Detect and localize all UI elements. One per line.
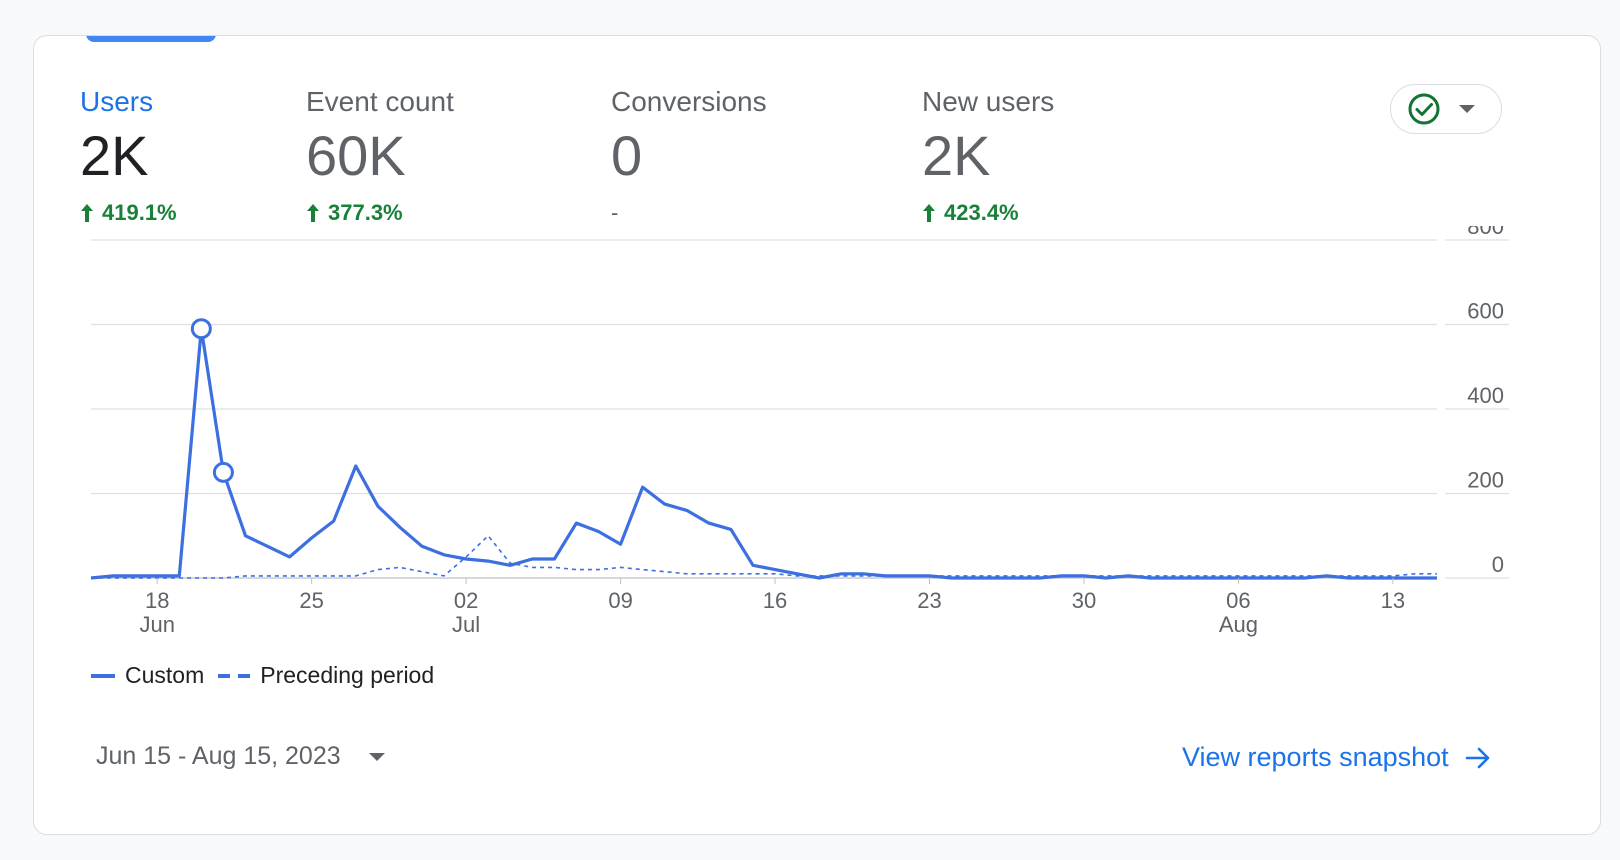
x-tick-label: 23: [917, 588, 941, 613]
x-tick-month-label: Jun: [139, 612, 174, 637]
x-tick-label: 06: [1226, 588, 1250, 613]
chart-legend: Custom Preceding period: [91, 662, 448, 689]
arrow-up-icon: [923, 204, 935, 222]
metric-tab-event-count[interactable]: Event count 60K 377.3%: [306, 86, 454, 226]
y-tick-label: 800: [1467, 226, 1504, 239]
date-range-label: Jun 15 - Aug 15, 2023: [96, 742, 341, 770]
arrow-right-icon: [1465, 747, 1489, 768]
metric-delta: 423.4%: [922, 200, 1054, 226]
active-tab-indicator: [86, 36, 216, 42]
metric-tab-conversions[interactable]: Conversions 0 -: [611, 86, 767, 226]
view-reports-snapshot-link[interactable]: View reports snapshot: [1182, 742, 1493, 773]
x-tick-label: 02: [454, 588, 478, 613]
home-card: Users 2K 419.1% Event count 60K 377.3% C…: [33, 35, 1601, 835]
legend-swatch-dashed: [218, 673, 251, 678]
caret-down-icon: [1459, 105, 1475, 113]
metric-tab-users[interactable]: Users 2K 419.1%: [80, 86, 177, 226]
x-tick-label: 09: [608, 588, 632, 613]
x-tick-month-label: Aug: [1219, 612, 1258, 637]
y-tick-label: 400: [1467, 383, 1504, 408]
legend-item-preceding[interactable]: Preceding period: [218, 662, 434, 689]
x-tick-label: 18: [145, 588, 169, 613]
view-reports-label: View reports snapshot: [1182, 742, 1449, 772]
caret-down-icon: [368, 752, 385, 761]
arrow-up-icon: [81, 204, 93, 222]
compare-dropdown-button[interactable]: [1390, 84, 1502, 134]
data-point-marker[interactable]: [212, 461, 234, 483]
y-tick-label: 0: [1492, 552, 1504, 577]
metric-delta: -: [611, 200, 619, 225]
check-circle-icon: [1408, 93, 1440, 125]
x-tick-month-label: Jul: [452, 612, 480, 637]
x-tick-label: 13: [1381, 588, 1405, 613]
series-line-custom: [90, 327, 1437, 580]
x-tick-label: 16: [763, 588, 787, 613]
metric-value: 60K: [306, 124, 406, 187]
legend-swatch-solid: [91, 673, 115, 678]
metric-value: 2K: [80, 124, 149, 187]
data-point-marker[interactable]: [190, 318, 212, 340]
metric-value: 0: [611, 124, 643, 187]
y-tick-label: 600: [1467, 299, 1504, 324]
y-tick-label: 200: [1467, 468, 1504, 493]
metric-label: Users: [80, 86, 154, 117]
metric-tab-new-users[interactable]: New users 2K 423.4%: [922, 86, 1054, 226]
x-tick-label: 25: [299, 588, 323, 613]
metric-value: 2K: [922, 124, 991, 187]
metric-label: New users: [922, 86, 1055, 117]
metric-delta: 419.1%: [80, 200, 177, 226]
x-tick-label: 30: [1072, 588, 1096, 613]
legend-item-custom[interactable]: Custom: [91, 662, 204, 689]
metric-label: Conversions: [611, 86, 767, 117]
metric-delta: 377.3%: [306, 200, 454, 226]
arrow-up-icon: [307, 204, 319, 222]
metric-label: Event count: [306, 86, 454, 117]
series-line-preceding-period: [91, 534, 1437, 579]
date-range-selector[interactable]: Jun 15 - Aug 15, 2023: [96, 742, 385, 771]
